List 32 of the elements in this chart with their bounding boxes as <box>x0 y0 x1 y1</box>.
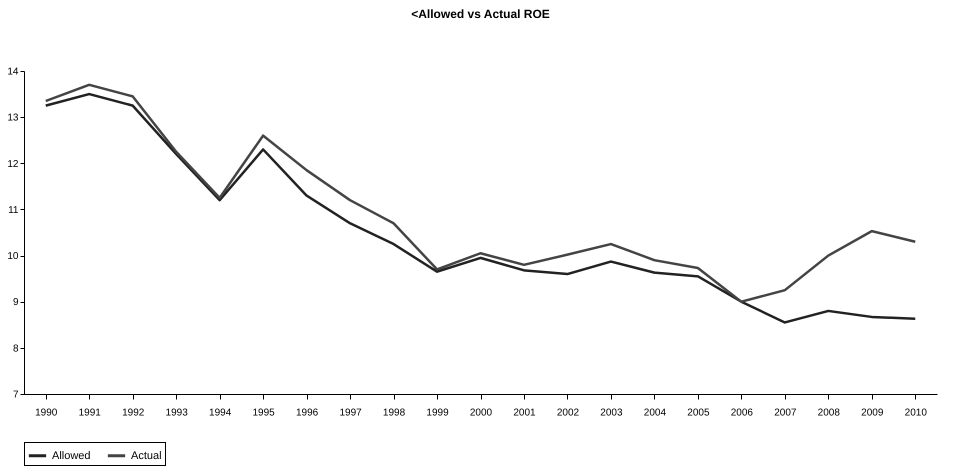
x-tick-label: 1997 <box>339 408 362 418</box>
legend-label: Actual <box>131 450 162 462</box>
x-tick-label: 1994 <box>209 408 232 418</box>
x-tick-label: 1998 <box>382 408 406 418</box>
x-tick-label: 2003 <box>600 408 623 418</box>
y-tick-label: 7 <box>12 390 19 400</box>
y-tick-label: 11 <box>8 204 19 216</box>
x-tick-label: 1993 <box>166 408 188 418</box>
y-tick-label: 9 <box>12 297 19 308</box>
x-tick-label: 1996 <box>296 408 319 418</box>
x-tick-label: 2001 <box>513 408 536 418</box>
x-tick-label: 2007 <box>774 408 797 418</box>
x-tick-label: 1999 <box>426 408 450 418</box>
x-tick-label: 2004 <box>644 408 666 418</box>
x-tick-label: 2009 <box>861 408 884 418</box>
y-tick-label: 10 <box>7 251 19 262</box>
x-tick-label: 1995 <box>252 408 276 418</box>
x-tick-label: 2002 <box>556 408 580 418</box>
x-tick-label: 1990 <box>35 408 58 418</box>
x-tick-label: 2000 <box>470 408 493 418</box>
x-tick-label: 2010 <box>904 408 928 418</box>
y-tick-label: 12 <box>7 158 19 170</box>
y-tick-label: 8 <box>12 343 19 354</box>
x-tick-label: 2005 <box>687 408 710 418</box>
x-tick-label: 2006 <box>730 408 754 418</box>
x-tick-label: 1992 <box>122 408 145 418</box>
chart-title: <Allowed vs Actual ROE <box>411 7 550 21</box>
y-tick-label: 14 <box>7 66 19 78</box>
x-tick-label: 1991 <box>78 408 102 418</box>
legend-label: Allowed <box>52 450 91 462</box>
x-tick-label: 2008 <box>818 408 840 418</box>
y-tick-label: 13 <box>7 112 19 124</box>
